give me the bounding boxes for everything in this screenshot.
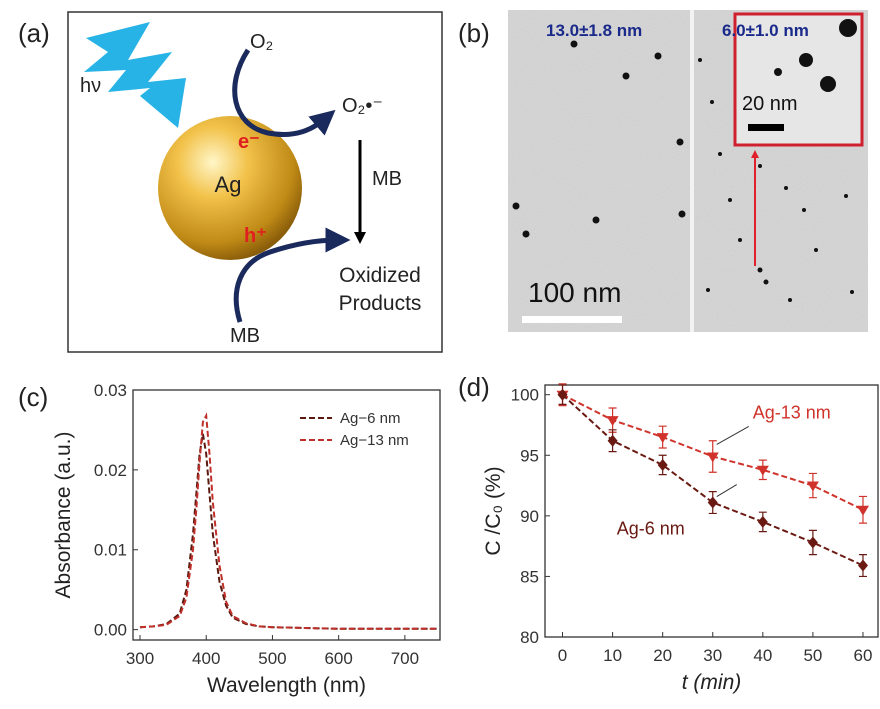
product-label: Products xyxy=(339,292,422,315)
inset-particles xyxy=(774,19,857,92)
x-tick-label: 10 xyxy=(603,646,622,665)
mb-agent-label: MB xyxy=(372,168,402,190)
y-tick-label: 100 xyxy=(511,386,539,405)
marker xyxy=(756,465,769,476)
superoxide-label: O₂•⁻ xyxy=(342,95,383,117)
x-tick-label: 40 xyxy=(753,646,772,665)
marker xyxy=(557,388,568,401)
legend-label: Ag−6 nm xyxy=(340,410,400,427)
inset xyxy=(733,12,864,147)
x-tick-label: 400 xyxy=(192,649,220,668)
annotation: Ag-13 nm xyxy=(753,402,831,422)
mb-reactant-label: MB xyxy=(230,325,260,347)
panel-label: (b) xyxy=(458,18,490,48)
legend-label: Ag−13 nm xyxy=(340,432,409,449)
nanoparticles xyxy=(512,40,854,302)
y-tick-label: 80 xyxy=(520,628,539,647)
y-tick-label: 90 xyxy=(520,507,539,526)
inset-scale-label: 20 nm xyxy=(742,93,798,115)
diagram: hν Ag e⁻ h⁺ O₂ O₂•⁻ MB Oxidized Products… xyxy=(67,11,443,353)
x-tick-label: 700 xyxy=(391,649,419,668)
marker xyxy=(706,452,719,463)
y-tick-label: 0.03 xyxy=(94,381,127,400)
annotation-leader xyxy=(716,484,738,497)
marker xyxy=(657,458,668,471)
y-tick-label: 0.02 xyxy=(94,461,127,480)
x-axis-label: t (min) xyxy=(682,671,742,694)
annotation-leader xyxy=(716,426,749,445)
annotation: Ag-6 nm xyxy=(617,519,685,539)
y-axis-label: Absorbance (a.u.) xyxy=(52,432,75,599)
x-tick-label: 300 xyxy=(126,649,154,668)
x-tick-label: 20 xyxy=(653,646,672,665)
x-axis-label: Wavelength (nm) xyxy=(207,674,366,697)
plot-frame xyxy=(544,384,879,638)
marker xyxy=(856,505,869,516)
size-label: 13.0±1.8 nm xyxy=(546,21,642,40)
product-label: Oxidized xyxy=(339,264,421,287)
x-tick-label: 0 xyxy=(558,646,567,665)
y-axis-label: C /C₀ (%) xyxy=(482,466,505,555)
marker xyxy=(607,434,618,447)
light-label: hν xyxy=(80,75,101,97)
size-label: 6.0±1.0 nm xyxy=(722,21,809,40)
marker xyxy=(757,515,768,528)
marker xyxy=(806,481,819,492)
ag-label: Ag xyxy=(215,172,242,197)
y-tick-label: 85 xyxy=(520,567,539,586)
oxygen-label: O₂ xyxy=(250,31,273,53)
hole-label: h⁺ xyxy=(244,225,267,247)
x-tick-label: 30 xyxy=(703,646,722,665)
marker xyxy=(707,496,718,509)
scale-label: 100 nm xyxy=(528,277,621,308)
x-tick-label: 500 xyxy=(258,649,286,668)
plot-frame xyxy=(132,389,441,641)
reduction-arrow xyxy=(232,48,336,138)
ag-sphere xyxy=(158,116,302,260)
panel-label: (c) xyxy=(18,382,48,412)
y-tick-label: 0.00 xyxy=(94,621,127,640)
scale-bar xyxy=(522,316,622,323)
panel-label: (a) xyxy=(18,18,50,48)
micrograph: 20 nm 13.0±1.8 nm 6.0±1.0 nm 100 nm xyxy=(508,10,868,332)
image-divider xyxy=(690,10,694,332)
x-tick-label: 600 xyxy=(324,649,352,668)
marker xyxy=(606,416,619,427)
series-line xyxy=(139,412,438,630)
x-tick-label: 50 xyxy=(803,646,822,665)
marker xyxy=(807,536,818,549)
y-tick-label: 95 xyxy=(520,446,539,465)
x-tick-label: 60 xyxy=(854,646,873,665)
y-tick-label: 0.01 xyxy=(94,541,127,560)
panel-label: (d) xyxy=(458,372,490,402)
oxidation-arrow xyxy=(233,227,351,323)
light-bolt xyxy=(84,22,186,128)
marker xyxy=(857,559,868,572)
marker xyxy=(656,433,669,444)
electron-label: e⁻ xyxy=(238,131,260,153)
inset-scale-bar xyxy=(748,124,784,131)
